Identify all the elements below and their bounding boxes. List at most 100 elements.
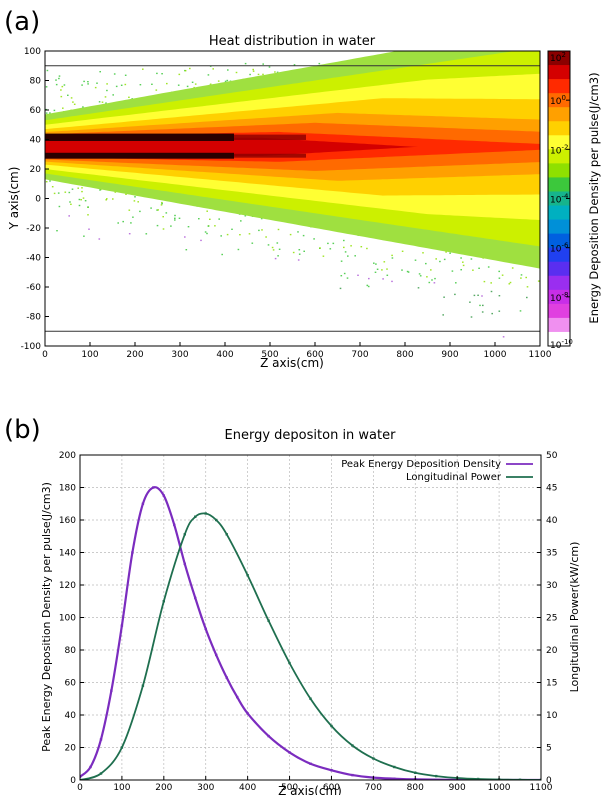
heatmap-speckle <box>55 83 58 86</box>
y2-tick-label: 30 <box>546 581 558 591</box>
series-point-0 <box>183 562 186 566</box>
heatmap-speckle <box>45 86 48 88</box>
series-point-0 <box>225 676 228 679</box>
heatmap-speckle <box>375 263 377 265</box>
heatmap-speckle <box>298 253 301 255</box>
heatmap-speckle <box>472 269 474 271</box>
heatmap-speckle <box>473 294 476 297</box>
heatmap-speckle <box>443 258 446 261</box>
x-tick-label: 0 <box>77 783 83 793</box>
heatmap-speckle <box>99 189 101 191</box>
series-point-0 <box>204 627 207 631</box>
heatmap-speckle <box>88 228 90 230</box>
heatmap-speckle <box>274 257 277 260</box>
heatmap-speckle <box>82 106 84 108</box>
heatmap-speckle <box>498 295 501 297</box>
colorbar-swatch <box>548 65 570 80</box>
heatmap-speckle <box>83 80 85 83</box>
heatmap-speckle <box>81 190 83 193</box>
heatmap-speckle <box>302 234 305 237</box>
heatmap-speckle <box>151 83 153 85</box>
series-line-1 <box>80 512 541 780</box>
heatmap-speckle <box>142 68 144 70</box>
y-tick-label: 80 <box>65 646 77 656</box>
y2-tick-label: 10 <box>546 711 558 721</box>
heatmap-speckle <box>63 84 66 86</box>
heatmap-speckle <box>419 275 422 277</box>
series-point-1 <box>162 600 165 603</box>
heatmap-speckle <box>298 249 301 251</box>
y2-tick-label: 0 <box>546 776 552 786</box>
heatmap-speckle <box>120 84 123 86</box>
heatmap-speckle <box>479 304 481 307</box>
colorbar-swatch <box>548 177 570 192</box>
heatmap-speckle <box>454 293 456 296</box>
heatmap-speckle <box>178 217 181 219</box>
heatmap-speckle <box>82 197 85 199</box>
heatmap-speckle <box>125 193 127 195</box>
heatmap-speckle <box>460 257 462 259</box>
heatmap-speckle <box>73 103 76 105</box>
heatmap-speckle <box>519 310 522 312</box>
heatmap-speckle <box>206 232 208 235</box>
heatmap-speckle <box>319 247 321 249</box>
heatmap-speckle <box>252 70 255 72</box>
colorbar-swatch <box>548 191 570 207</box>
heatmap-speckle <box>276 242 279 244</box>
heatmap-speckle <box>462 261 464 263</box>
heatmap-speckle <box>470 316 473 318</box>
series-point-1 <box>309 697 312 700</box>
heatmap-speckle <box>194 83 197 85</box>
x-tick-label: 900 <box>441 350 458 360</box>
colorbar-swatch <box>548 79 570 94</box>
panel-b-letter: (b) <box>4 415 41 445</box>
heatmap-level-7 <box>45 137 540 156</box>
heatmap-speckle <box>156 209 158 211</box>
heatmap-speckle <box>354 255 356 257</box>
heatmap-speckle <box>417 287 420 289</box>
y-tick-label: 40 <box>65 711 77 721</box>
heatmap-speckle <box>498 277 501 279</box>
heatmap-speckle <box>386 268 388 270</box>
heatmap-speckle <box>357 274 359 276</box>
heatmap-speckle <box>200 239 202 242</box>
y-tick-label: 80 <box>30 77 42 87</box>
heatmap-speckle <box>490 290 493 293</box>
heatmap-speckle <box>481 311 484 313</box>
heatmap-speckle <box>165 212 168 214</box>
heatmap-speckle <box>128 96 130 98</box>
heatmap-speckle <box>267 244 270 246</box>
heatmap-speckle <box>187 226 190 228</box>
heatmap-speckle <box>212 68 214 70</box>
heatmap-speckle <box>139 84 142 86</box>
heatmap-speckle <box>414 259 417 261</box>
heatmap-speckle <box>96 82 98 84</box>
chart-b-xlabel: Z axis(cm) <box>278 784 342 795</box>
heatmap-speckle <box>161 202 163 205</box>
series-point-0 <box>267 734 270 738</box>
heatmap-speckle <box>87 83 89 85</box>
heatmap-speckle <box>51 186 54 188</box>
heatmap-speckle <box>112 94 114 96</box>
heatmap-speckle <box>156 72 158 75</box>
heatmap-speckle <box>68 215 70 217</box>
heatmap-speckle <box>58 205 61 208</box>
series-point-0 <box>173 523 176 527</box>
heatmap-speckle <box>382 278 384 280</box>
heatmap-speckle <box>155 89 158 91</box>
x-tick-label: 1100 <box>529 350 552 360</box>
heatmap-speckle <box>498 270 500 273</box>
heatmap-speckle <box>68 191 71 194</box>
y2-tick-label: 45 <box>546 484 557 494</box>
heatmap-speckle <box>439 260 441 263</box>
heatmap-speckle <box>426 276 428 278</box>
heatmap-speckle <box>156 224 159 227</box>
heatmap-core-tail <box>234 134 306 140</box>
heatmap-speckle <box>425 262 427 265</box>
series-point-0 <box>110 689 113 692</box>
heatmap-speckle <box>58 75 61 77</box>
colorbar-label: Energy Deposition Density per pulse(J/cm… <box>587 72 601 323</box>
y-tick-label: 100 <box>59 614 76 624</box>
panel-a-letter: (a) <box>4 7 40 37</box>
heatmap-speckle <box>343 272 346 275</box>
